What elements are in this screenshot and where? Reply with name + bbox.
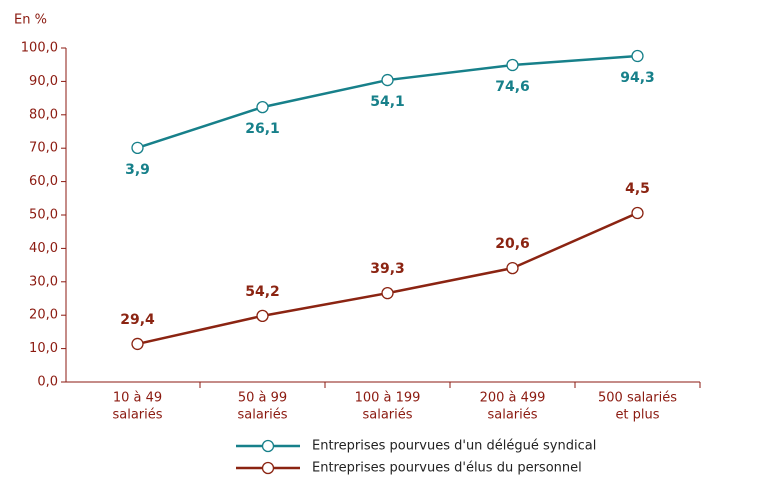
y-tick-label: 50,0 <box>29 208 58 223</box>
series-line <box>137 211 639 346</box>
x-tick-label: 500 salariés <box>598 391 677 406</box>
point-label: 54,2 <box>245 284 280 300</box>
x-tick-label: 200 à 499 <box>480 391 546 406</box>
point <box>131 141 144 155</box>
y-tick-label: 100,0 <box>21 41 58 56</box>
point-label: 39,3 <box>370 261 405 277</box>
y-tick-label: 40,0 <box>29 241 58 256</box>
point <box>506 58 519 72</box>
point <box>381 287 394 300</box>
point-label: 4,5 <box>625 181 650 197</box>
legend-marker <box>261 439 275 453</box>
x-tick-label: et plus <box>615 408 659 423</box>
point-label: 26,1 <box>245 121 280 137</box>
legend-label: Entreprises pourvues d'élus du personnel <box>312 461 582 476</box>
x-tick-label: 50 à 99 <box>238 391 287 406</box>
x-tick-label: 100 à 199 <box>355 391 421 406</box>
x-tick-label: salariés <box>237 408 287 423</box>
point-label: 54,1 <box>370 94 405 110</box>
y-tick-label: 10,0 <box>29 341 58 356</box>
x-tick-label: salariés <box>487 408 537 423</box>
y-tick-label: 80,0 <box>29 107 58 122</box>
point <box>631 206 644 220</box>
x-tick-label: 10 à 49 <box>113 391 162 406</box>
point <box>256 309 269 323</box>
x-tick-label: salariés <box>112 408 162 423</box>
point <box>506 261 519 275</box>
y-tick-label: 20,0 <box>29 308 58 323</box>
point <box>131 337 144 351</box>
y-axis-label: En % <box>14 13 47 28</box>
point <box>381 73 394 87</box>
point-label: 20,6 <box>495 236 530 252</box>
point <box>256 100 269 114</box>
y-tick-label: 70,0 <box>29 141 58 156</box>
legend-label: Entreprises pourvues d'un délégué syndic… <box>312 439 596 454</box>
legend-marker <box>261 461 275 475</box>
point-label: 3,9 <box>125 162 150 178</box>
point <box>631 49 644 63</box>
point-label: 29,4 <box>120 312 155 328</box>
point-label: 74,6 <box>495 79 530 95</box>
y-tick-label: 30,0 <box>29 274 58 289</box>
y-tick-label: 90,0 <box>29 74 58 89</box>
y-tick-label: 0,0 <box>37 375 58 390</box>
point-label: 94,3 <box>620 70 655 86</box>
y-tick-label: 60,0 <box>29 174 58 189</box>
x-tick-label: salariés <box>362 408 412 423</box>
